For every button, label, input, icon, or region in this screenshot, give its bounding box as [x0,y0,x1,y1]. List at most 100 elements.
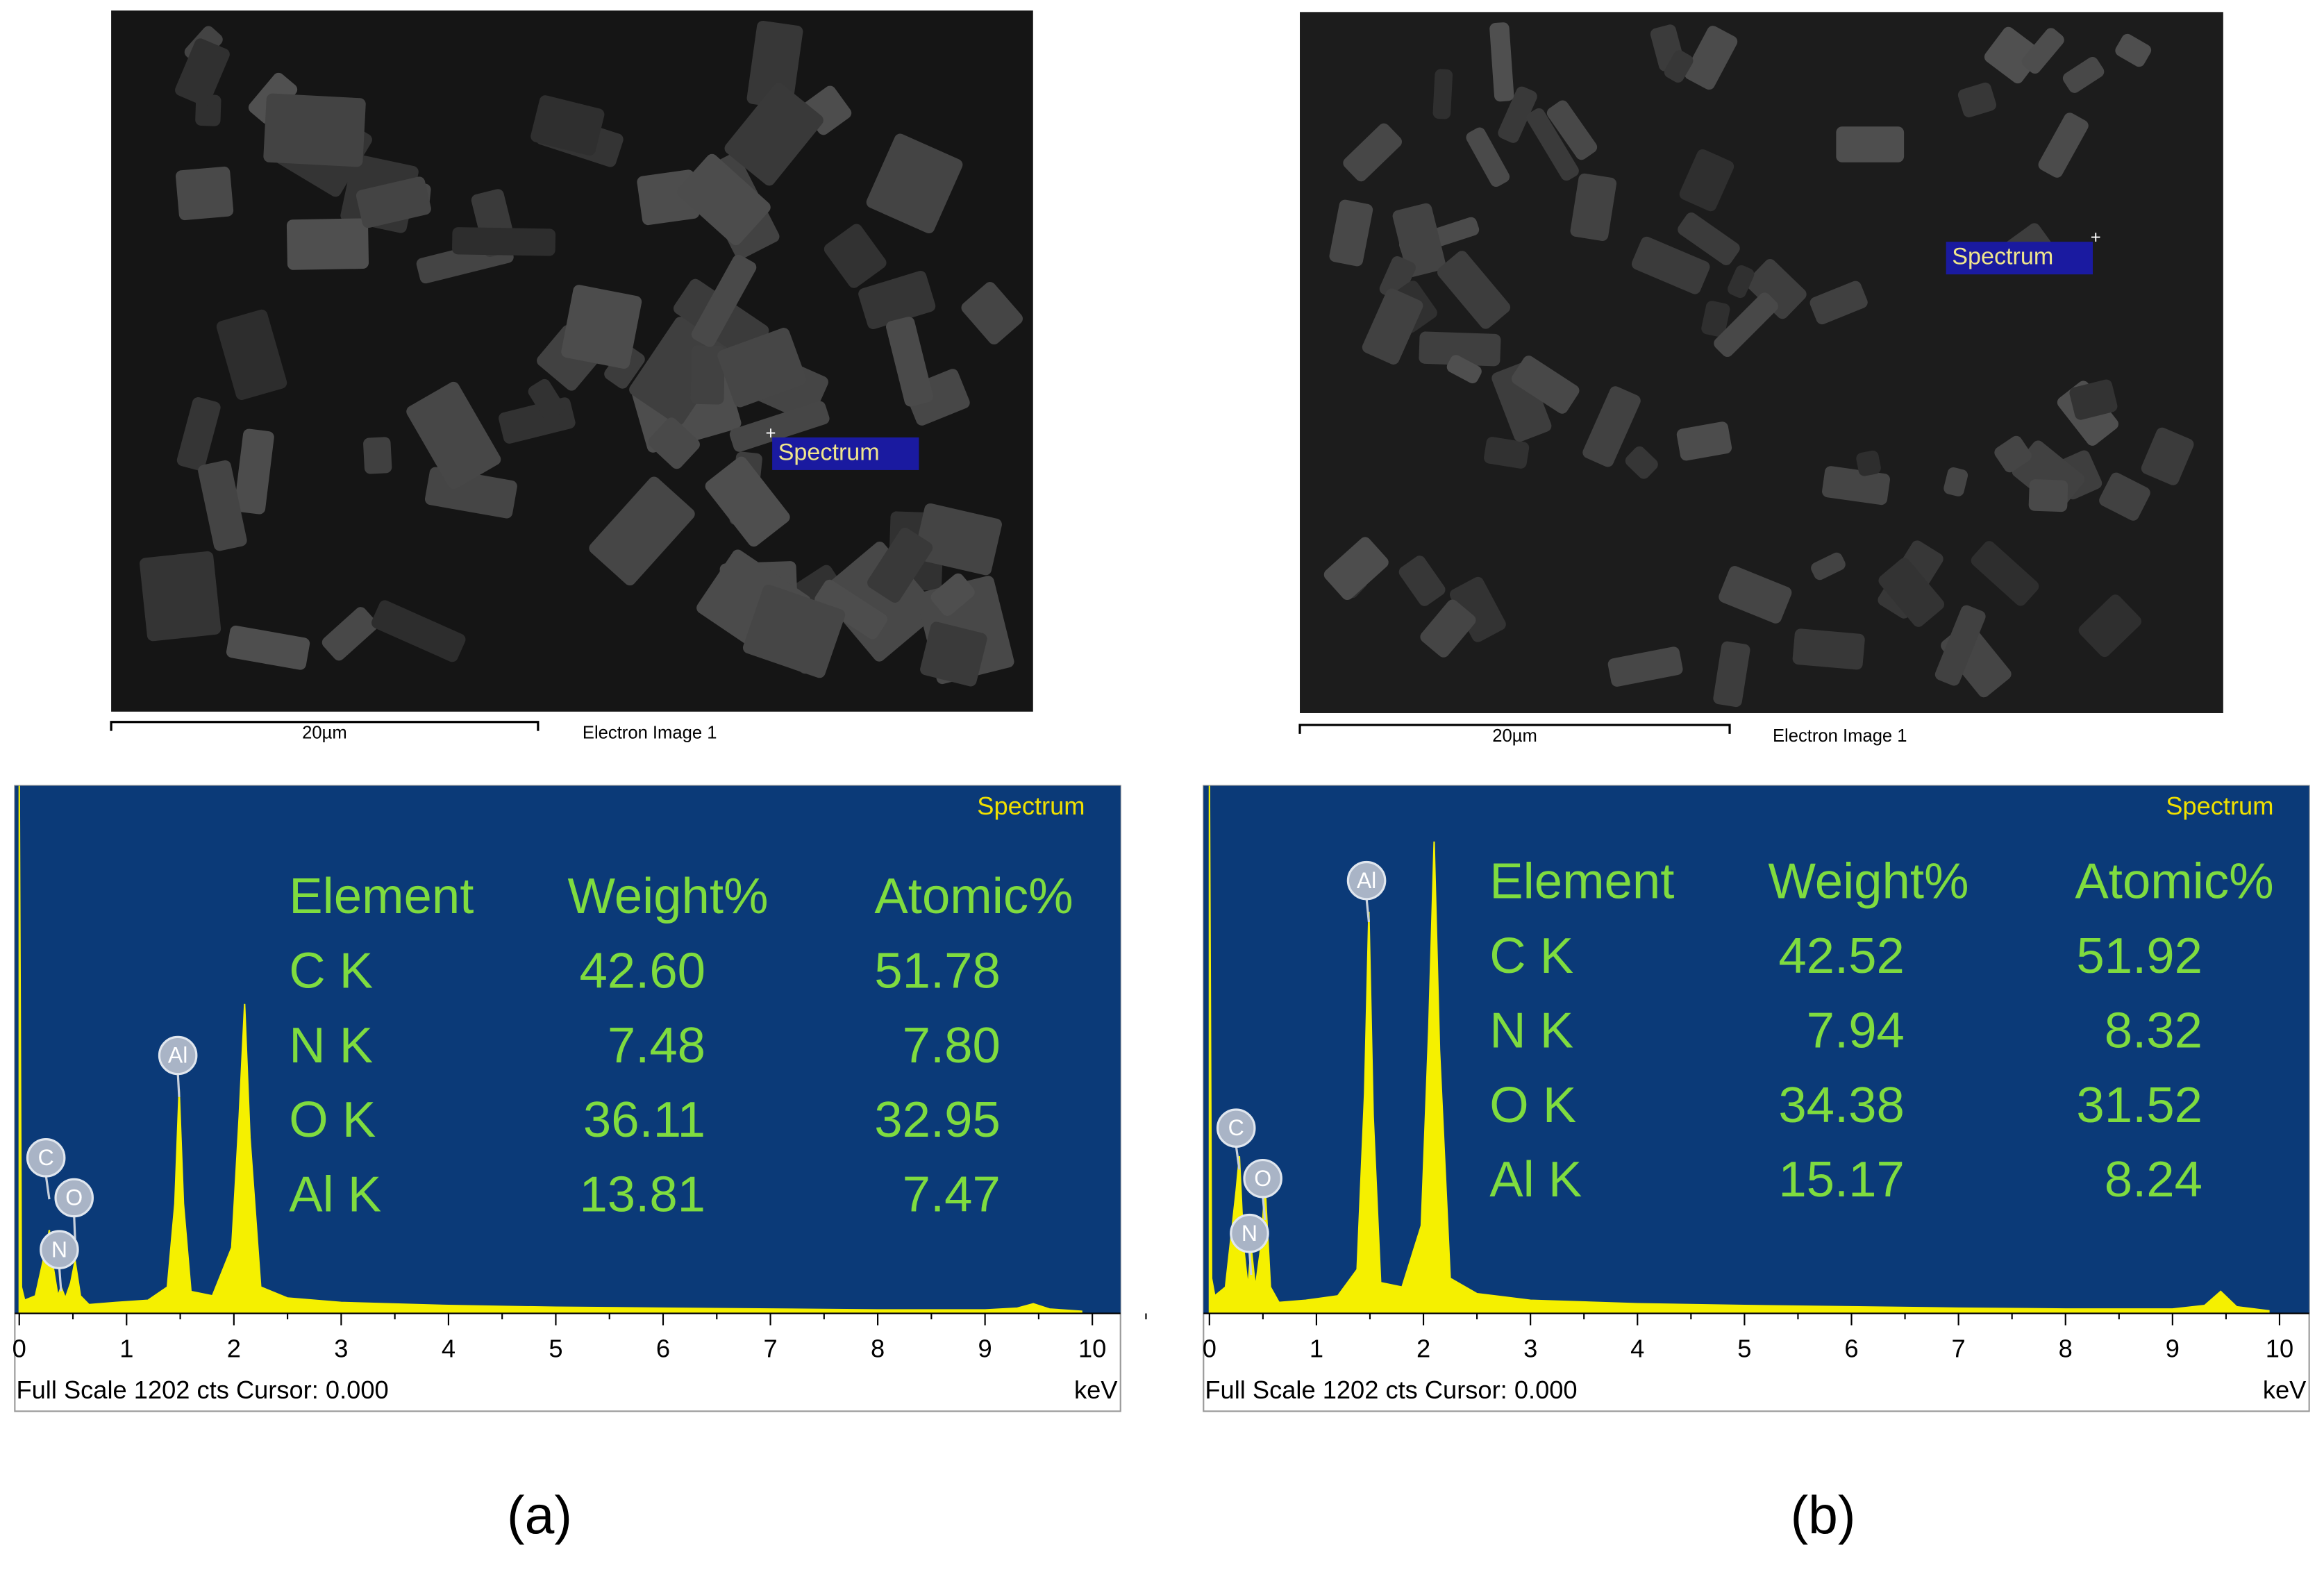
particle [1856,450,1881,476]
spectrum-footer: Full Scale 1202 cts Cursor: 0.000 [1205,1376,1577,1404]
marker-box [772,437,919,470]
particle [820,542,939,662]
x-tick-label: 9 [2166,1334,2180,1362]
particle [2021,28,2064,74]
particle [528,378,565,420]
particle [1678,212,1740,265]
x-tick-label: 4 [442,1334,455,1362]
particle [1498,86,1537,143]
peak-label: Al [1357,868,1376,893]
particle [1419,331,1501,367]
particle [1714,292,1778,358]
x-tick-label: 4 [1630,1334,1644,1362]
x-tick-label: 7 [1952,1334,1966,1362]
particle [1526,108,1579,181]
spectrum-area [18,785,1082,1314]
image-caption: Electron Image 1 [1773,726,1907,746]
particle [2115,33,2152,67]
particle [2069,379,2118,420]
table-cell: 36.11 [583,1092,705,1148]
particle [742,584,846,678]
table-cell: C K [1489,928,1573,984]
scale-bar-label: 20µm [302,724,347,743]
x-tick-label: 2 [227,1334,241,1362]
x-tick-label: 1 [1310,1334,1323,1362]
image-caption: Electron Image 1 [583,724,717,743]
particle [705,456,790,547]
particle [1746,258,1807,319]
peak-label: O [1254,1166,1271,1191]
x-tick-label: 5 [549,1334,562,1362]
particle [1685,26,1738,90]
particle [1570,173,1617,241]
particle [452,227,556,256]
table-header: Atomic% [874,868,1073,924]
particle [866,133,963,234]
particle [356,176,431,228]
particle [140,551,221,642]
particle [1943,467,1968,496]
particle [406,381,501,490]
particle [1984,26,2042,84]
particle [1728,265,1755,299]
peak-pointer [58,1267,62,1292]
particle [914,503,1002,576]
particle [1676,421,1732,461]
scale-bar [110,721,540,731]
particle [717,328,807,408]
particle [561,285,642,369]
particle [1511,356,1580,414]
particle [1719,566,1792,624]
table-header: Weight% [1769,853,1969,910]
x-tick-label: 5 [1737,1334,1751,1362]
particle [1625,446,1658,479]
particle [1878,558,1945,627]
table-cell: 42.52 [1778,928,1905,984]
peak-label: C [1228,1115,1244,1140]
particle [677,153,771,246]
table-cell: 7.94 [1807,1002,1905,1058]
x-tick-label: 6 [656,1334,670,1362]
particle [930,573,975,617]
peak-badge [1216,1108,1256,1148]
x-tick-label: 0 [1203,1334,1217,1362]
particle [1994,435,2032,473]
peak-badge [40,1230,79,1269]
peak-badge [1346,860,1387,901]
particle [1822,466,1890,506]
particle [1934,605,1986,686]
particle [263,93,366,167]
particle [2062,57,2105,93]
table-cell: 8.32 [2105,1002,2202,1058]
table-cell: 51.78 [874,942,1001,999]
spectrum-area [1208,785,2270,1314]
panel-label: (b) [1791,1485,1856,1545]
particle [530,95,605,156]
particle [2099,472,2150,521]
particle [226,625,310,670]
peak-pointer [44,1175,51,1200]
particle [1811,552,1846,581]
peak-label: O [65,1185,83,1210]
particle [1329,199,1373,267]
marker-label: Spectrum [1952,244,2053,270]
table-cell: 7.47 [903,1167,1001,1223]
particle [1809,281,1868,325]
x-tick-label: 3 [1523,1334,1537,1362]
table-cell: N K [1489,1002,1573,1058]
table-cell: 7.48 [608,1017,705,1074]
x-tick-label: 1 [119,1334,133,1362]
table-header: Weight% [568,868,769,924]
particle [1484,437,1530,469]
panel-label: (a) [507,1485,572,1545]
particle [1491,362,1552,442]
particle [1792,628,1865,670]
peak-label: C [38,1145,54,1170]
peak-pointer [1262,1196,1267,1221]
table-cell: O K [1489,1077,1576,1133]
particle [1701,301,1730,337]
table-cell: 42.60 [579,942,705,999]
particle [886,317,933,407]
spectrum-plot [15,785,1121,1314]
